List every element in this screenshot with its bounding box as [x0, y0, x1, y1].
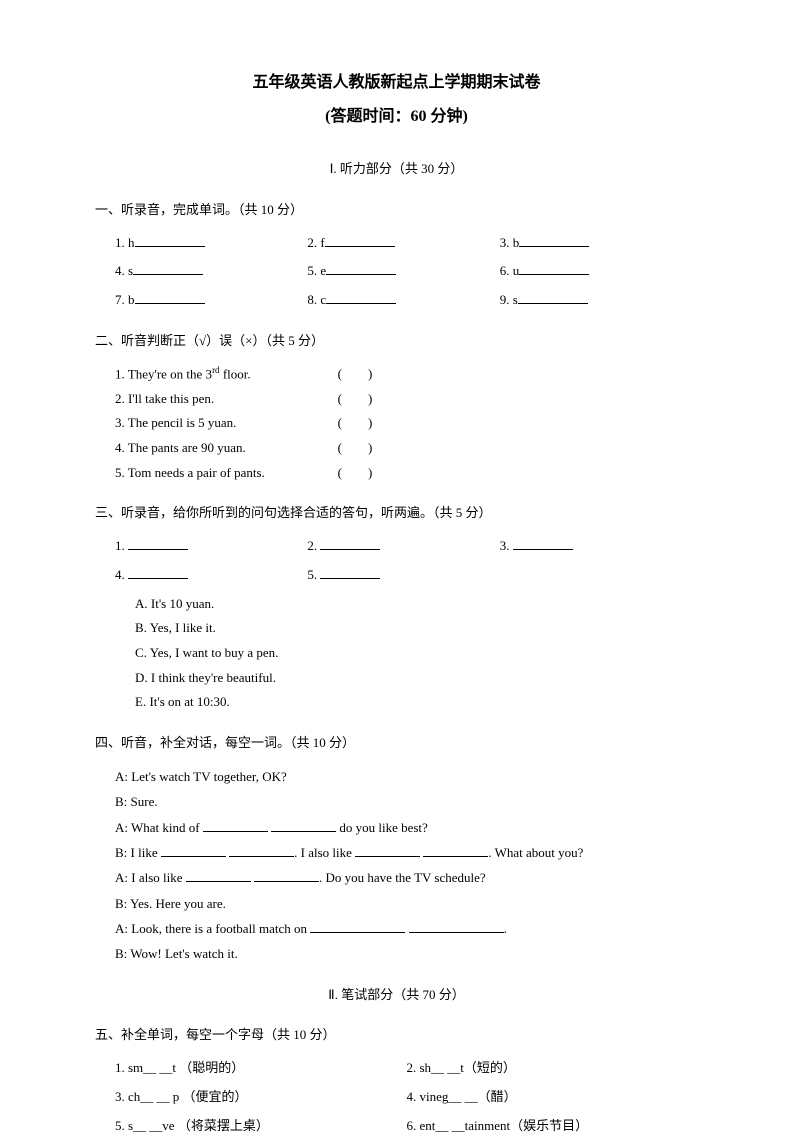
blank[interactable] — [310, 919, 405, 933]
q1-item: 7. b — [115, 292, 135, 307]
blank[interactable] — [325, 233, 395, 247]
blank[interactable] — [423, 843, 488, 857]
q3-row2: 4. 5. — [115, 563, 698, 588]
q3-row1: 1. 2. 3. — [115, 534, 698, 559]
paren-blank[interactable]: ( ) — [315, 411, 395, 436]
paren-blank[interactable]: ( ) — [315, 387, 395, 412]
q1-item: 8. c — [307, 292, 326, 307]
q5-item: 6. ent__ __tainment（娱乐节目） — [407, 1114, 699, 1138]
blank[interactable] — [128, 565, 188, 579]
exam-subtitle: (答题时间：60 分钟) — [95, 104, 698, 130]
blank[interactable] — [513, 536, 573, 550]
q4-header: 四、听音，补全对话，每空一词。（共 10 分） — [95, 733, 698, 754]
q2-text: 4. The pants are 90 yuan. — [115, 436, 315, 461]
q3-num: 3. — [500, 538, 510, 553]
q1-item: 1. h — [115, 235, 135, 250]
blank[interactable] — [133, 261, 203, 275]
blank[interactable] — [320, 565, 380, 579]
q1-item: 5. e — [307, 263, 326, 278]
blank[interactable] — [409, 919, 504, 933]
q2-text: 3. The pencil is 5 yuan. — [115, 411, 315, 436]
blank[interactable] — [161, 843, 226, 857]
q4-line: B: Wow! Let's watch it. — [115, 941, 698, 966]
q1-item: 4. s — [115, 263, 133, 278]
paren-blank[interactable]: ( ) — [315, 436, 395, 461]
q4-line: B: Sure. — [115, 789, 698, 814]
q2-row: 3. The pencil is 5 yuan. ( ) — [115, 411, 698, 436]
blank[interactable] — [203, 818, 268, 832]
q5-item: 3. ch__ __ p （便宜的） — [115, 1085, 407, 1110]
blank[interactable] — [326, 290, 396, 304]
part2-header: Ⅱ. 笔试部分（共 70 分） — [95, 985, 698, 1006]
q3-option: C. Yes, I want to buy a pen. — [135, 641, 698, 666]
q5-item: 5. s__ __ve （将菜摆上桌） — [115, 1114, 407, 1138]
q4-line: A: Let's watch TV together, OK? — [115, 764, 698, 789]
blank[interactable] — [320, 536, 380, 550]
q5-item: 1. sm__ __t （聪明的） — [115, 1056, 407, 1081]
blank[interactable] — [271, 818, 336, 832]
q3-option: B. Yes, I like it. — [135, 616, 698, 641]
q5-item: 4. vineg__ __（醋） — [407, 1085, 699, 1110]
paren-blank[interactable]: ( ) — [315, 461, 395, 486]
q4-line: B: Yes. Here you are. — [115, 891, 698, 916]
q5-item: 2. sh__ __t（短的） — [407, 1056, 699, 1081]
q4-line: A: Look, there is a football match on . — [115, 916, 698, 941]
q2-row: 1. They're on the 3rd floor. ( ) — [115, 362, 698, 387]
q1-header: 一、听录音，完成单词。（共 10 分） — [95, 200, 698, 221]
q3-option: D. I think they're beautiful. — [135, 666, 698, 691]
q5-header: 五、补全单词，每空一个字母（共 10 分） — [95, 1025, 698, 1046]
blank[interactable] — [128, 536, 188, 550]
q4-line: A: I also like . Do you have the TV sche… — [115, 865, 698, 890]
blank[interactable] — [326, 261, 396, 275]
blank[interactable] — [186, 868, 251, 882]
q3-num: 4. — [115, 567, 125, 582]
q2-header: 二、听音判断正（√）误（×）（共 5 分） — [95, 331, 698, 352]
blank[interactable] — [135, 290, 205, 304]
q3-header: 三、听录音，给你所听到的问句选择合适的答句，听两遍。（共 5 分） — [95, 503, 698, 524]
blank[interactable] — [519, 233, 589, 247]
q3-option: A. It's 10 yuan. — [135, 592, 698, 617]
q4-line: A: What kind of do you like best? — [115, 815, 698, 840]
q1-item: 9. s — [500, 292, 518, 307]
q1-item: 2. f — [307, 235, 324, 250]
blank[interactable] — [519, 261, 589, 275]
q3-num: 2. — [307, 538, 317, 553]
q2-row: 5. Tom needs a pair of pants. ( ) — [115, 461, 698, 486]
q3-option: E. It's on at 10:30. — [135, 690, 698, 715]
q2-text: 5. Tom needs a pair of pants. — [115, 461, 315, 486]
blank[interactable] — [135, 233, 205, 247]
q3-num: 5. — [307, 567, 317, 582]
q1-row2: 4. s 5. e 6. u — [115, 259, 698, 284]
q2-row: 4. The pants are 90 yuan. ( ) — [115, 436, 698, 461]
q3-num: 1. — [115, 538, 125, 553]
q2-text: 2. I'll take this pen. — [115, 387, 315, 412]
blank[interactable] — [518, 290, 588, 304]
q4-line: B: I like . I also like . What about you… — [115, 840, 698, 865]
part1-header: Ⅰ. 听力部分（共 30 分） — [95, 159, 698, 180]
q1-item: 3. b — [500, 235, 520, 250]
exam-title: 五年级英语人教版新起点上学期期末试卷 — [95, 70, 698, 96]
q5-row: 1. sm__ __t （聪明的） 2. sh__ __t（短的） — [115, 1056, 698, 1081]
q1-row1: 1. h 2. f 3. b — [115, 231, 698, 256]
blank[interactable] — [229, 843, 294, 857]
q2-row: 2. I'll take this pen. ( ) — [115, 387, 698, 412]
q5-row: 5. s__ __ve （将菜摆上桌） 6. ent__ __tainment（… — [115, 1114, 698, 1138]
blank[interactable] — [355, 843, 420, 857]
paren-blank[interactable]: ( ) — [315, 362, 395, 387]
q5-row: 3. ch__ __ p （便宜的） 4. vineg__ __（醋） — [115, 1085, 698, 1110]
q2-text: 1. They're on the 3rd floor. — [115, 362, 315, 387]
blank[interactable] — [254, 868, 319, 882]
q1-item: 6. u — [500, 263, 520, 278]
q1-row3: 7. b 8. c 9. s — [115, 288, 698, 313]
